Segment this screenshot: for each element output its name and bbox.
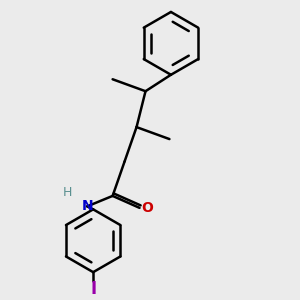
Text: H: H: [63, 186, 72, 200]
Text: N: N: [81, 200, 93, 213]
Text: O: O: [141, 201, 153, 215]
Text: I: I: [90, 280, 96, 298]
